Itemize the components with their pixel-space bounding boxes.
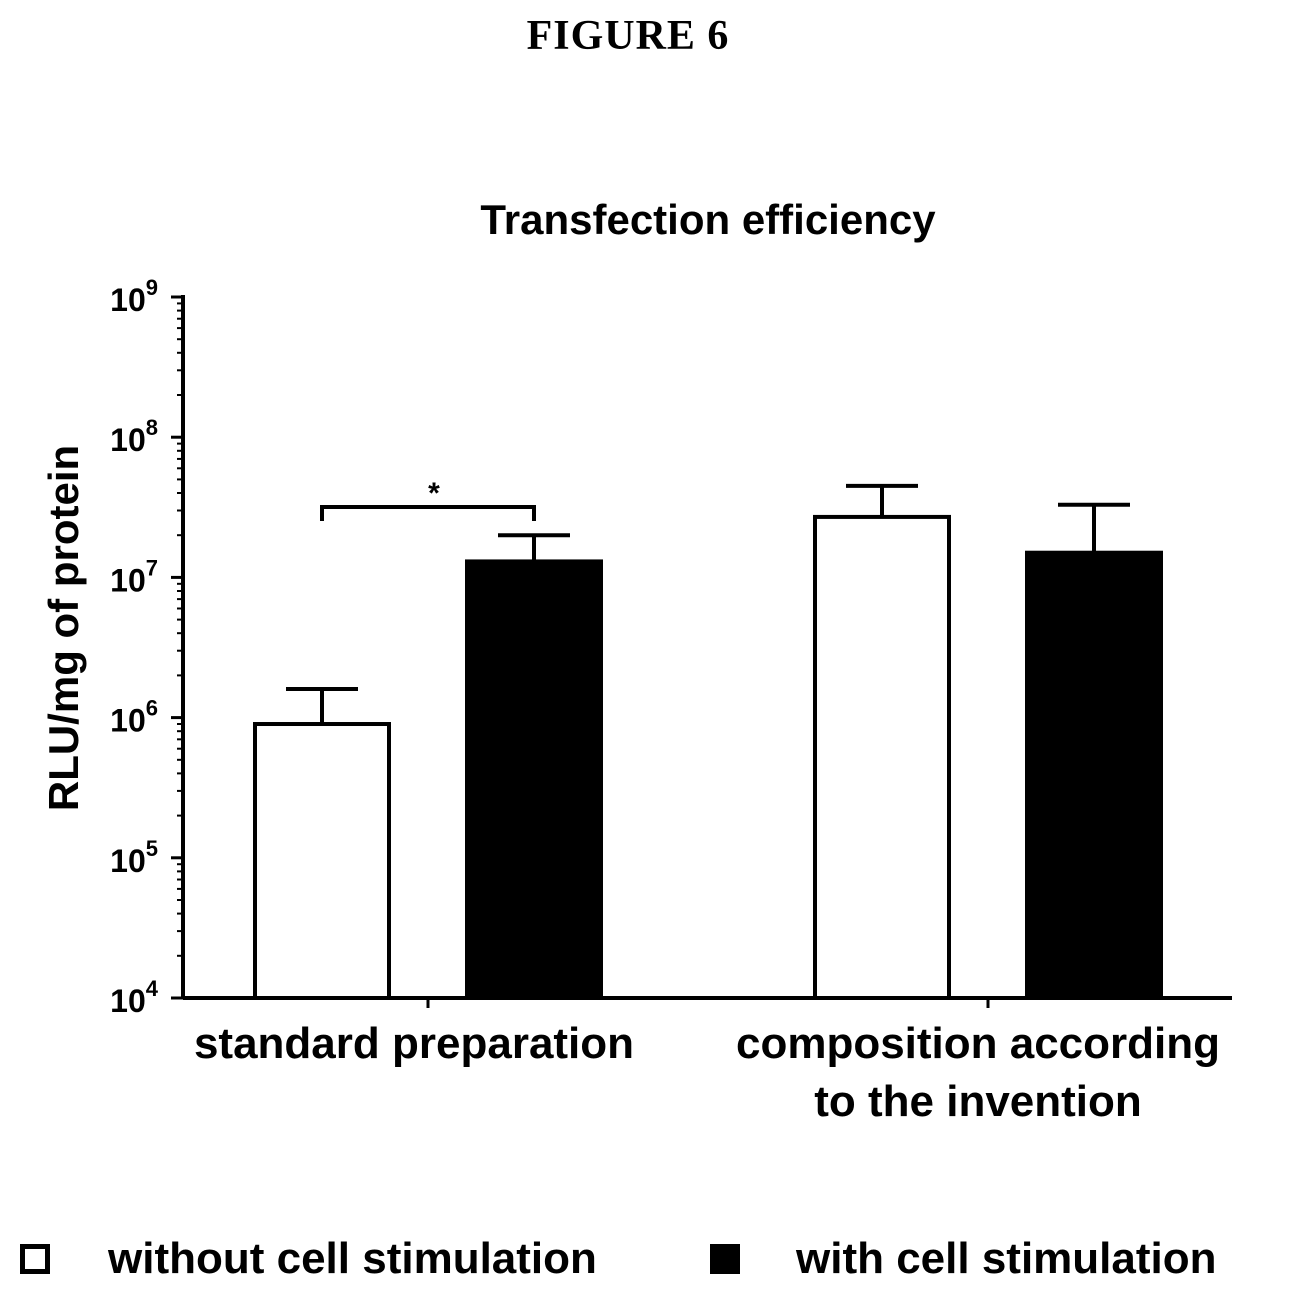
y-tick-label: 107: [110, 555, 158, 598]
bar: [465, 559, 603, 1001]
bar: [813, 514, 951, 1000]
figure-label: FIGURE 6: [526, 13, 730, 59]
category-label: standard preparation: [194, 1019, 634, 1068]
y-tick-label: 106: [110, 696, 158, 739]
chart-title: Transfection efficiency: [480, 196, 936, 243]
y-tick-label: 105: [110, 836, 158, 879]
y-tick-label: 108: [110, 415, 158, 458]
bar: [1025, 550, 1163, 1000]
y-tick-label: 109: [110, 275, 158, 318]
annotations: *: [320, 477, 536, 521]
legend-swatch-with-stimulation: [710, 1244, 740, 1274]
legend-label-with-stimulation: with cell stimulation: [796, 1234, 1217, 1283]
bar: [253, 722, 391, 1000]
bars: [253, 483, 1163, 1001]
significance-marker: *: [428, 477, 440, 510]
significance-bracket: [320, 505, 536, 521]
legend-label-without-stimulation: without cell stimulation: [108, 1234, 597, 1283]
y-axis-label: RLU/mg of protein: [40, 445, 87, 811]
legend-swatch-without-stimulation: [20, 1244, 50, 1274]
chart: Transfection efficiency RLU/mg of protei…: [40, 196, 1232, 1126]
y-tick-labels: 104 105 106 107 108 109: [110, 275, 159, 1019]
category-labels: standard preparation composition accordin…: [194, 1019, 1220, 1126]
category-label: composition according: [736, 1019, 1220, 1068]
category-label: to the invention: [814, 1077, 1142, 1126]
legend: without cell stimulation with cell stimu…: [20, 1232, 1290, 1292]
y-tick-label: 104: [110, 976, 159, 1019]
